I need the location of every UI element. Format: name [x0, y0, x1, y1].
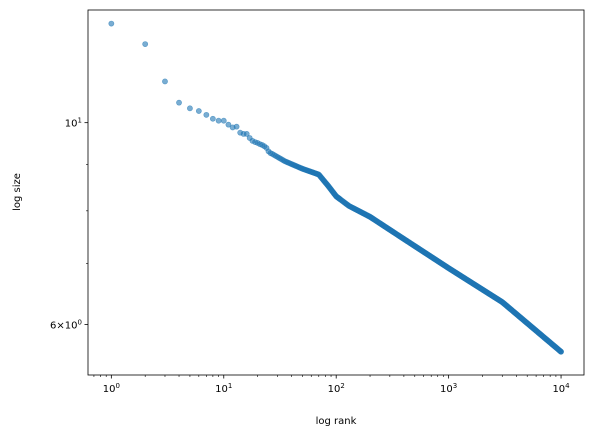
- data-point: [209, 115, 216, 122]
- data-point: [176, 99, 182, 106]
- data-point: [108, 20, 115, 27]
- x-tick-label: 101: [215, 382, 232, 395]
- x-tick-label: 103: [440, 382, 457, 395]
- points-layer: [108, 20, 564, 355]
- data-point: [203, 111, 210, 118]
- x-tick-label: 102: [328, 382, 345, 395]
- data-point: [558, 348, 564, 355]
- y-tick-label: 101: [65, 117, 82, 130]
- data-point: [187, 105, 193, 112]
- y-axis-label: log size: [12, 173, 23, 211]
- data-point: [162, 78, 168, 85]
- x-tick-label: 100: [103, 382, 120, 395]
- x-tick-label: 104: [552, 382, 570, 395]
- data-point: [243, 130, 250, 137]
- x-axis-label: log rank: [316, 416, 357, 427]
- data-point: [142, 41, 149, 48]
- data-point: [233, 123, 240, 130]
- plot-frame: [87, 9, 585, 376]
- y-tick-label: 6×100: [50, 318, 82, 331]
- data-point: [215, 117, 222, 124]
- data-point: [195, 108, 202, 114]
- data-point: [220, 117, 227, 124]
- ticks-layer: 100 101 102 103 104 101 6×100: [50, 117, 570, 395]
- data-point: [225, 121, 232, 128]
